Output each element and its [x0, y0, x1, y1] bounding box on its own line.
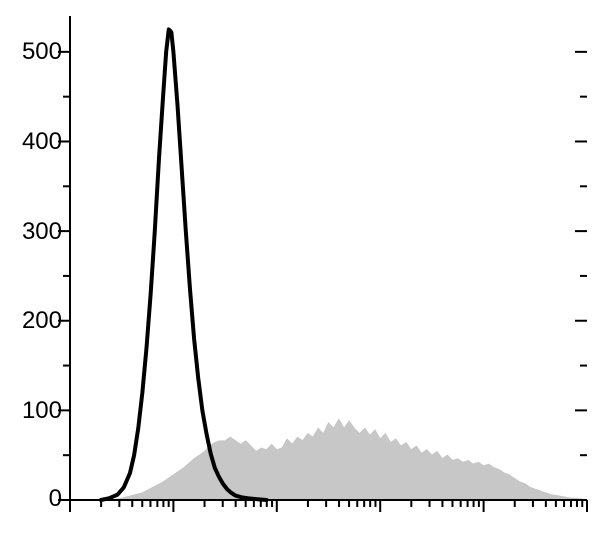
y-tick-label: 500	[22, 38, 62, 66]
chart-svg	[0, 0, 608, 545]
y-tick-label: 300	[22, 218, 62, 246]
y-tick-label: 400	[22, 128, 62, 156]
y-tick-label: 0	[49, 485, 62, 513]
y-tick-label: 200	[22, 307, 62, 335]
y-tick-label: 100	[22, 397, 62, 425]
flow-cytometry-histogram: 0 100 200 300 400 500	[0, 0, 608, 545]
